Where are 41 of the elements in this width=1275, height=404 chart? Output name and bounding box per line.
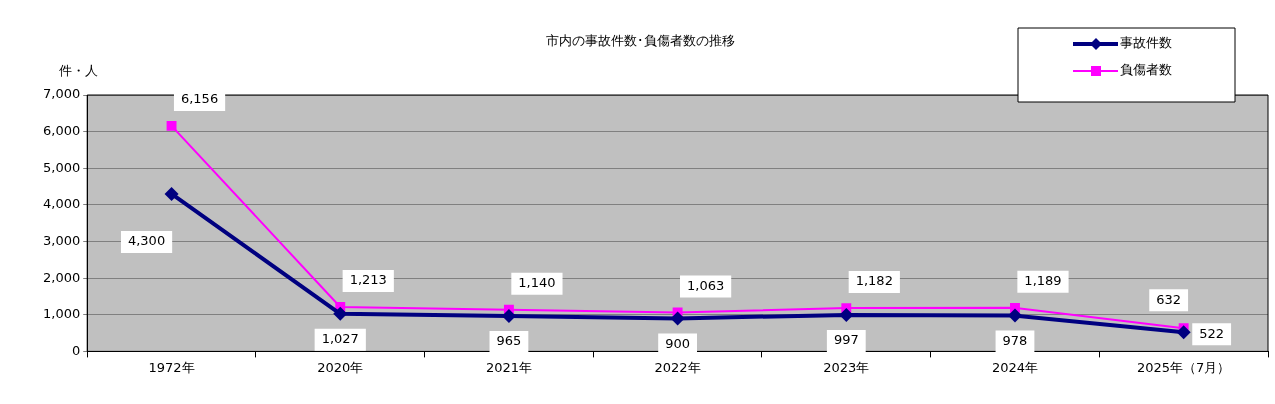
data-label: 978 <box>1002 332 1028 348</box>
data-label: 1,140 <box>518 275 556 291</box>
data-label: 1,213 <box>349 272 387 288</box>
point <box>839 307 854 322</box>
y-tick-label: 6,000 <box>43 123 81 138</box>
y-tick-label: 5,000 <box>43 159 81 175</box>
point <box>1176 325 1191 340</box>
chart-title: 市内の事故件数･負傷者数の推移 <box>545 33 735 49</box>
data-label: 965 <box>496 333 522 349</box>
x-tick-label: 2025年（7月） <box>1136 359 1231 375</box>
x-tick-label: 2022年 <box>654 359 701 375</box>
point <box>501 309 516 324</box>
data-label: 522 <box>1199 325 1225 341</box>
point <box>670 311 685 326</box>
y-tick-label: 4,000 <box>43 196 81 212</box>
data-label: 4,300 <box>127 233 166 249</box>
x-tick-label: 1972年 <box>148 359 195 375</box>
data-label: 900 <box>665 335 691 351</box>
x-tick-label: 2023年 <box>823 359 870 375</box>
data-label: 1,063 <box>687 277 725 293</box>
point <box>166 120 177 131</box>
y-axis-title: 件・人 <box>58 63 98 79</box>
data-label: 1,027 <box>321 331 359 347</box>
point <box>164 186 179 201</box>
x-tick-label: 2024年 <box>991 359 1039 375</box>
x-tick-label: 2020年 <box>317 359 364 375</box>
legend-label: 事故件数 <box>1120 35 1172 51</box>
y-tick-label: 2,000 <box>43 269 81 285</box>
data-label: 6,156 <box>180 91 219 107</box>
data-label: 1,182 <box>855 273 893 289</box>
data-label: 632 <box>1156 291 1182 307</box>
legend-label: 負傷者数 <box>1120 62 1172 78</box>
x-tick-label: 2021年 <box>485 359 532 375</box>
point <box>333 306 348 321</box>
y-tick-label: 3,000 <box>43 232 81 248</box>
data-label: 997 <box>833 332 859 348</box>
data-label: 1,189 <box>1024 273 1062 289</box>
y-tick-label: 0 <box>71 342 81 358</box>
point <box>1007 308 1022 323</box>
y-tick-label: 7,000 <box>43 86 81 102</box>
y-tick-label: 1,000 <box>43 306 81 322</box>
